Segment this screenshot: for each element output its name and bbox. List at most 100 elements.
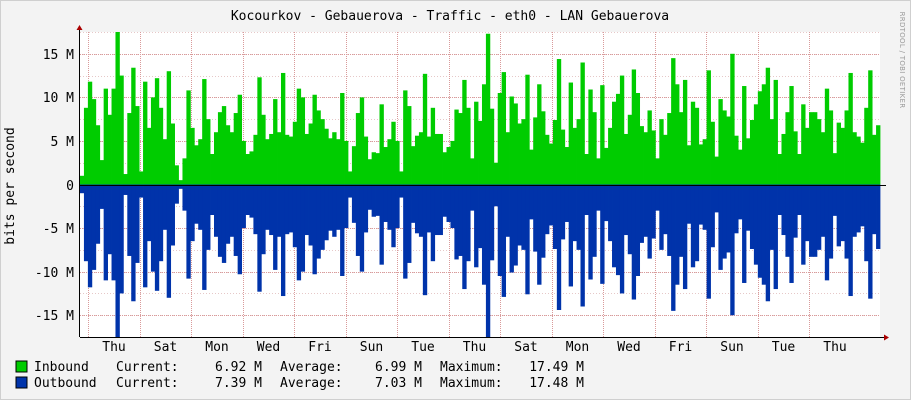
outbound-bar bbox=[627, 184, 633, 255]
outbound-bar bbox=[505, 184, 510, 237]
inbound-bar bbox=[139, 171, 144, 185]
outbound-bar bbox=[580, 184, 585, 307]
legend-maximum-inbound: 17.49 M bbox=[529, 360, 584, 375]
outbound-bar bbox=[363, 184, 369, 233]
outbound-bar bbox=[383, 184, 388, 222]
x-tick-label: Fri bbox=[308, 340, 331, 355]
outbound-bar bbox=[367, 184, 373, 210]
outbound-bar bbox=[746, 184, 751, 231]
outbound-bar bbox=[501, 184, 507, 297]
inbound-bar bbox=[99, 160, 105, 185]
outbound-bar bbox=[560, 184, 566, 240]
outbound-bar bbox=[320, 184, 325, 250]
outbound-bar bbox=[596, 184, 601, 211]
inbound-bar bbox=[816, 119, 822, 185]
inbound-bar bbox=[375, 153, 380, 185]
inbound-bar bbox=[710, 121, 715, 185]
outbound-bar bbox=[280, 184, 286, 297]
outbound-bar bbox=[206, 184, 211, 250]
outbound-bar bbox=[265, 184, 270, 230]
inbound-bar bbox=[178, 180, 183, 185]
outbound-bar bbox=[679, 184, 684, 257]
inbound-bar bbox=[623, 133, 629, 185]
outbound-bar bbox=[139, 184, 144, 198]
outbound-bar bbox=[292, 184, 298, 248]
inbound-bar bbox=[143, 81, 148, 185]
inbound-bar bbox=[765, 67, 771, 185]
outbound-bar bbox=[694, 184, 700, 262]
inbound-bar bbox=[466, 107, 471, 185]
inbound-bar bbox=[509, 96, 514, 185]
outbound-bar bbox=[135, 184, 140, 263]
inbound-bar bbox=[458, 113, 463, 185]
inbound-bar bbox=[395, 140, 400, 185]
outbound-bar bbox=[273, 184, 278, 270]
inbound-bar bbox=[596, 158, 601, 185]
outbound-bar bbox=[213, 184, 219, 237]
outbound-bar bbox=[418, 184, 424, 237]
outbound-bar bbox=[541, 184, 546, 258]
inbound-bar bbox=[194, 145, 199, 185]
inbound-bar bbox=[170, 123, 175, 185]
outbound-bar bbox=[217, 184, 223, 257]
x-tick-label: Sat bbox=[514, 340, 537, 355]
outbound-bar bbox=[675, 184, 680, 285]
outbound-bar bbox=[485, 184, 491, 337]
outbound-bar bbox=[548, 184, 554, 226]
inbound-bar bbox=[296, 88, 302, 185]
inbound-bar bbox=[481, 84, 487, 185]
outbound-bar bbox=[182, 184, 187, 211]
inbound-bar bbox=[659, 119, 664, 185]
outbound-bar bbox=[690, 184, 696, 268]
axes bbox=[76, 25, 889, 341]
outbound-bar bbox=[584, 184, 589, 215]
inbound-bar bbox=[761, 84, 767, 185]
outbound-bar bbox=[608, 184, 613, 242]
outbound-bar bbox=[391, 184, 396, 248]
inbound-bar bbox=[300, 97, 306, 185]
outbound-bar bbox=[789, 184, 794, 283]
outbound-bar bbox=[80, 184, 85, 194]
inbound-bar bbox=[801, 104, 806, 185]
outbound-bar bbox=[347, 184, 353, 198]
y-tick-label: -15 M bbox=[35, 309, 74, 324]
outbound-bar bbox=[395, 184, 400, 229]
outbound-bar bbox=[284, 184, 290, 235]
inbound-bar bbox=[418, 132, 424, 185]
legend-swatch-inbound bbox=[15, 360, 28, 373]
outbound-bar bbox=[781, 184, 786, 236]
x-tick-labels: Thu Sat Mon Wed Fri Sun Tue Thu Sat Mon Wed Fri Sun T… bbox=[102, 340, 846, 355]
legend-maximum-label: Maximum: bbox=[440, 376, 503, 391]
legend-swatch-outbound bbox=[15, 376, 28, 389]
y-tick-label: 10 M bbox=[43, 91, 74, 106]
outbound-bar bbox=[793, 184, 798, 238]
inbound-bar bbox=[679, 112, 684, 185]
outbound-bar bbox=[659, 184, 664, 250]
outbound-bar bbox=[351, 184, 357, 223]
inbound-bar bbox=[848, 72, 853, 185]
outbound-bar bbox=[749, 184, 755, 249]
inbound-bar bbox=[174, 165, 179, 185]
inbound-bar bbox=[158, 107, 164, 185]
outbound-bar bbox=[588, 184, 593, 280]
inbound-bar bbox=[513, 103, 518, 185]
outbound-bar bbox=[682, 184, 688, 290]
inbound-bar bbox=[832, 153, 838, 185]
outbound-bar bbox=[481, 184, 487, 285]
inbound-bar bbox=[162, 139, 168, 185]
outbound-bar bbox=[864, 184, 869, 262]
inbound-bar bbox=[600, 85, 605, 185]
inbound-bar bbox=[726, 116, 731, 185]
outbound-bar bbox=[178, 184, 183, 189]
outbound-bar bbox=[615, 184, 621, 276]
inbound-bar bbox=[147, 127, 152, 185]
inbound-bar bbox=[828, 110, 834, 185]
inbound-bar bbox=[615, 93, 621, 185]
x-tick-label: Thu bbox=[823, 340, 846, 355]
inbound-bar bbox=[332, 132, 337, 185]
inbound-bar bbox=[809, 112, 814, 185]
inbound-bar bbox=[612, 101, 617, 185]
inbound-bar bbox=[265, 139, 270, 185]
inbound-bar bbox=[186, 90, 191, 185]
inbound-bar bbox=[485, 33, 491, 185]
